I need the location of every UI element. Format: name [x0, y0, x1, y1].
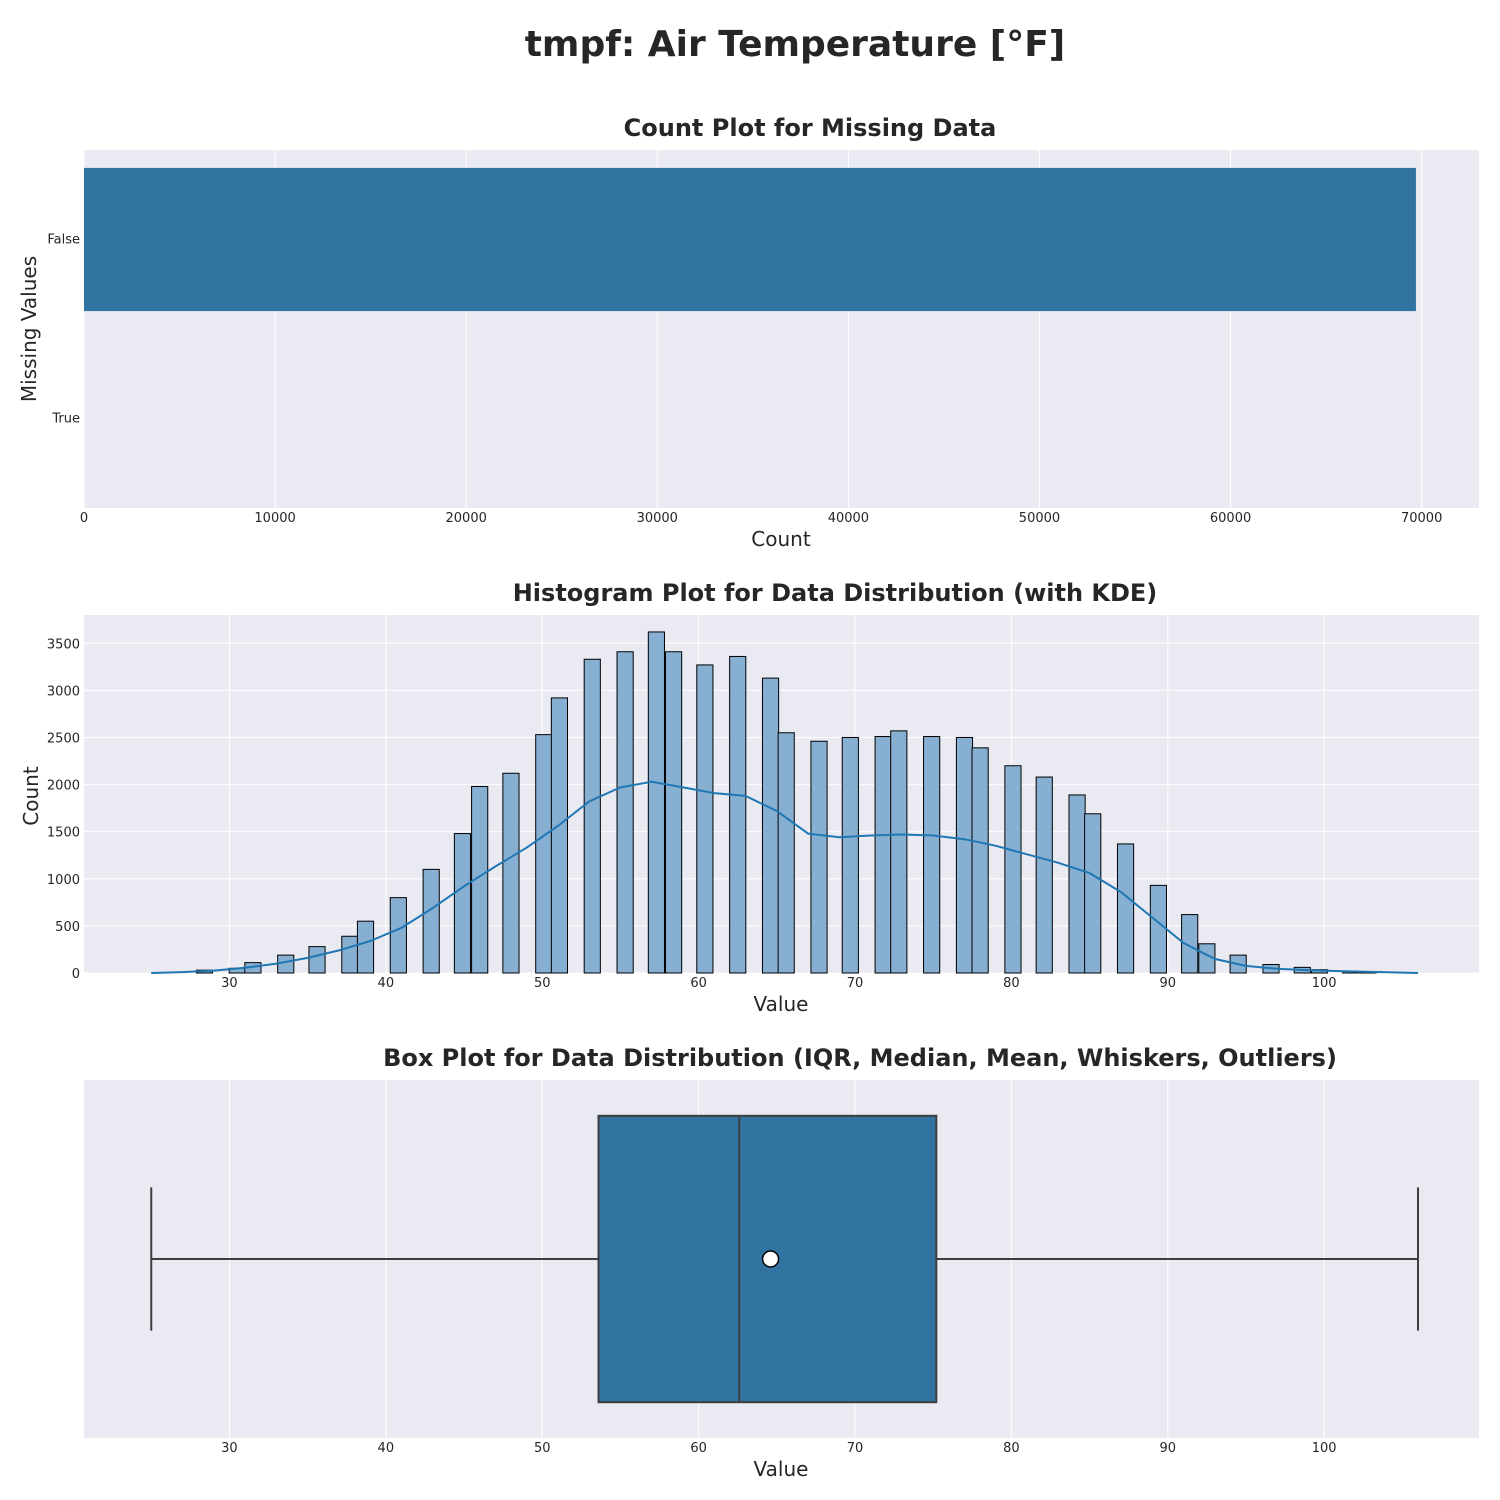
histogram-bar	[389, 897, 407, 974]
histogram-y-tick-label: 500	[55, 920, 80, 935]
histogram-title: Histogram Plot for Data Distribution (wi…	[513, 579, 1158, 607]
histogram-xlabel: Value	[754, 992, 809, 1016]
histogram-bar	[841, 736, 859, 974]
count-plot-x-ticks: 0 10000 20000 30000 40000 50000 60000 70000	[80, 511, 1442, 526]
box-plot-x-tick-label: 50	[534, 1441, 551, 1456]
histogram-y-tick-label: 2500	[47, 731, 80, 746]
histogram-x-tick-label: 70	[847, 976, 864, 991]
histogram-bar	[550, 697, 569, 974]
histogram-bar	[761, 677, 780, 974]
count-plot-x-tick-label: 40000	[828, 511, 869, 526]
count-plot-y-tick-label: False	[47, 233, 80, 248]
histogram-bar	[1116, 843, 1135, 974]
histogram-bar	[1181, 914, 1199, 974]
histogram-bar	[502, 772, 520, 974]
histogram-bar	[583, 658, 601, 974]
box-plot-x-tick-label: 80	[1003, 1441, 1020, 1456]
histogram-bar	[647, 631, 665, 974]
histogram-ylabel: Count	[19, 766, 43, 826]
histogram-x-tick-label: 50	[534, 976, 551, 991]
histogram-x-tick-label: 100	[1312, 976, 1337, 991]
count-plot-x-tick-label: 50000	[1019, 511, 1060, 526]
count-plot-x-tick-label: 30000	[637, 511, 678, 526]
count-plot-x-tick-label: 70000	[1401, 511, 1442, 526]
histogram-x-ticks: 30 40 50 60 70 80 90 100	[221, 976, 1336, 991]
histogram-bar	[422, 868, 440, 974]
histogram-y-tick-label: 3000	[47, 684, 80, 699]
count-plot-x-tick-label: 60000	[1210, 511, 1251, 526]
box-plot-title: Box Plot for Data Distribution (IQR, Med…	[383, 1044, 1337, 1072]
box-plot-x-tick-label: 70	[847, 1441, 864, 1456]
histogram-bar	[665, 651, 683, 974]
count-plot-x-tick-label: 10000	[254, 511, 295, 526]
count-plot-x-tick-label: 0	[80, 511, 88, 526]
histogram-x-tick-label: 30	[221, 976, 238, 991]
histogram-bar	[471, 785, 489, 974]
box-plot-x-tick-label: 60	[690, 1441, 707, 1456]
kde-curve	[151, 780, 1419, 974]
histogram-y-tick-label: 0	[72, 967, 80, 982]
histogram-x-tick-label: 80	[1003, 976, 1020, 991]
histogram-bar	[890, 730, 908, 974]
histogram-bar	[277, 954, 295, 974]
mean-marker	[761, 1250, 780, 1268]
histogram-bar	[1004, 765, 1022, 974]
count-plot-y-ticks: False True	[47, 233, 80, 427]
histogram-bar	[729, 655, 747, 974]
histogram-plot: Histogram Plot for Data Distribution (wi…	[19, 579, 1479, 1016]
box-plot-xlabel: Value	[754, 1457, 809, 1481]
count-plot-y-tick-label: True	[51, 412, 80, 427]
box-plot-x-tick-label: 100	[1312, 1441, 1337, 1456]
histogram-bar	[923, 736, 941, 974]
histogram-x-tick-label: 90	[1160, 976, 1177, 991]
figure-suptitle: tmpf: Air Temperature [°F]	[525, 24, 1066, 65]
histogram-bars	[195, 631, 1377, 974]
histogram-bar	[955, 736, 974, 974]
histogram-bar	[874, 736, 892, 974]
count-plot: Count Plot for Missing Data 0 10000 20000 3…	[17, 114, 1479, 551]
box-plot-x-tick-label: 90	[1160, 1441, 1177, 1456]
histogram-y-tick-label: 1500	[47, 826, 80, 841]
box-plot-x-ticks: 30 40 50 60 70 80 90 100	[221, 1441, 1336, 1456]
count-plot-x-tick-label: 20000	[446, 511, 487, 526]
box-plot: Box Plot for Data Distribution (IQR, Med…	[84, 1044, 1479, 1481]
count-plot-bar	[84, 167, 1416, 312]
histogram-x-tick-label: 60	[690, 976, 707, 991]
histogram-y-tick-label: 3500	[47, 637, 80, 652]
count-plot-xlabel: Count	[751, 527, 811, 551]
histogram-bar	[1149, 884, 1167, 974]
box-plot-x-tick-label: 40	[378, 1441, 395, 1456]
histogram-bar	[777, 732, 795, 974]
histogram-bar	[696, 664, 714, 974]
histogram-bar	[810, 740, 828, 974]
histogram-bar	[616, 651, 634, 974]
histogram-bar	[341, 935, 359, 974]
box-plot-elements	[150, 1114, 1420, 1404]
histogram-y-ticks: 0 500 1000 1500 2000 2500 3000 3500	[47, 637, 80, 982]
histogram-x-tick-label: 40	[378, 976, 395, 991]
histogram-bar	[308, 946, 326, 974]
histogram-bar	[453, 833, 472, 974]
box-plot-x-tick-label: 30	[221, 1441, 238, 1456]
histogram-bar	[1084, 813, 1102, 974]
histogram-bar	[971, 747, 989, 974]
histogram-bar	[535, 734, 553, 974]
count-plot-bars	[84, 167, 1416, 312]
histogram-y-tick-label: 2000	[47, 779, 80, 794]
histogram-y-tick-label: 1000	[47, 873, 80, 888]
count-plot-ylabel: Missing Values	[17, 256, 41, 402]
histogram-bar	[1035, 776, 1053, 974]
histogram-bar	[1068, 794, 1086, 974]
count-plot-title: Count Plot for Missing Data	[624, 114, 997, 142]
histogram-bar	[356, 920, 375, 974]
